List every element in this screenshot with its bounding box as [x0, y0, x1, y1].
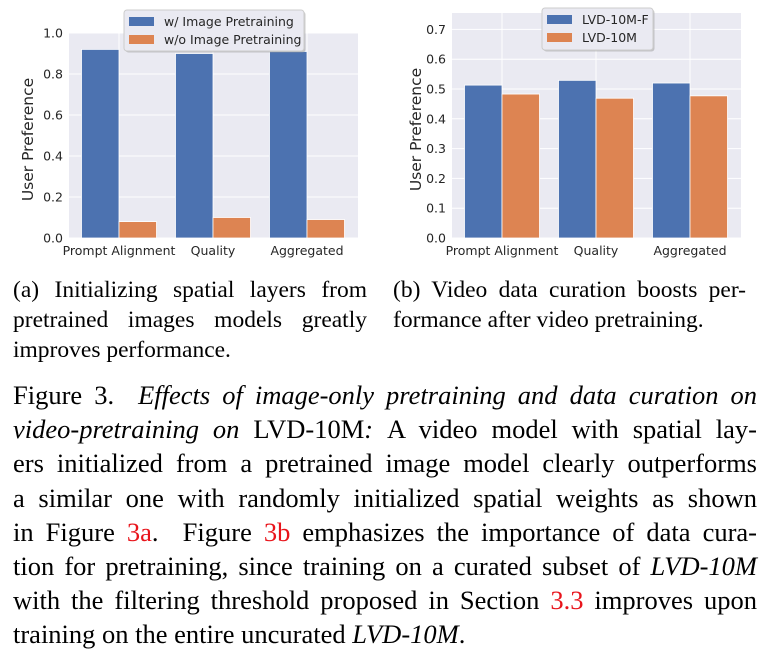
- caption-text: training on the entire uncurated: [13, 619, 353, 650]
- x-tick-label: Aggregated: [653, 243, 726, 258]
- bar-w-image-pretraining: [175, 53, 214, 239]
- caption-text: with the filtering threshold proposed in…: [13, 585, 551, 616]
- caption-line: a similar one with randomly initialized …: [13, 481, 757, 515]
- bar-w-o-image-pretraining: [118, 221, 157, 239]
- caption-text: Effects of image-only pretraining and da…: [138, 380, 757, 410]
- caption-text: a similar one with randomly initialized …: [13, 482, 757, 513]
- subcaption-line: (a) Initializing spatial layers from: [13, 277, 367, 303]
- x-tick-label: Quality: [191, 243, 236, 258]
- subcaption-b: (b) Video data curation boosts per-forma…: [393, 275, 746, 335]
- caption-text: :: [364, 414, 388, 445]
- y-tick-label: 0.5: [426, 81, 446, 96]
- subcaption-line: improves performance.: [13, 337, 231, 363]
- y-tick-label: 0.2: [426, 171, 446, 186]
- legend: LVD-10M-F LVD-10M: [541, 7, 655, 52]
- bar-w-o-image-pretraining: [212, 217, 251, 239]
- y-tick-label: 0.0: [43, 231, 63, 246]
- y-tick-label: 0.1: [426, 201, 446, 216]
- caption-line: video-pretraining on LVD-10M: A video mo…: [13, 412, 757, 446]
- bar-lvd-10m-f: [652, 82, 691, 239]
- subcaption-line: (b) Video data curation boosts per-: [393, 277, 746, 303]
- y-tick-label: 1.0: [43, 26, 63, 41]
- bar-w-image-pretraining: [81, 49, 120, 239]
- bar-lvd-10m-f: [464, 84, 503, 239]
- x-tick-label: Prompt Alignment: [446, 243, 559, 258]
- caption-line: ers initialized from a pretrained image …: [13, 446, 757, 480]
- x-tick-label: Quality: [574, 243, 619, 258]
- y-tick-label: 0.6: [43, 108, 63, 123]
- caption-text: LVD-10M: [253, 414, 365, 445]
- caption-line: with the filtering threshold proposed in…: [13, 583, 757, 617]
- caption-text: video-pretraining on: [13, 414, 254, 445]
- y-tick-label: 0.7: [426, 22, 446, 37]
- legend-swatch: [547, 15, 572, 24]
- x-tick-label: Aggregated: [270, 243, 343, 258]
- legend-swatch: [547, 33, 572, 42]
- bar-lvd-10m: [595, 97, 634, 239]
- y-tick-label: 0.2: [43, 190, 63, 205]
- y-axis-label: User Preference: [407, 68, 425, 191]
- y-tick-label: 0.4: [43, 149, 63, 164]
- caption-text: improves upon: [583, 585, 758, 616]
- caption-text: LVD-10M: [650, 551, 757, 582]
- subcaption-a: (a) Initializing spatial layers from pret…: [13, 275, 367, 365]
- caption-text: . Figure: [151, 516, 264, 547]
- caption-text: .: [458, 619, 466, 650]
- reference-link[interactable]: 3.3: [550, 585, 584, 616]
- chart-b: 0.0 0.1 0.2 0.3 0.4 0.5 0.6 0.7 Prompt Alignment…: [407, 7, 741, 258]
- caption-text: Figure 3.: [13, 380, 139, 410]
- y-tick-label: 0.8: [43, 67, 63, 82]
- reference-link[interactable]: 3b: [263, 516, 291, 547]
- legend: w/ Image Pretraining w/o Image Pretrainin…: [123, 9, 306, 53]
- y-tick-label: 0.4: [426, 111, 446, 126]
- legend-box: [123, 9, 305, 52]
- caption-text: in Figure: [13, 516, 127, 547]
- caption-line: training on the entire uncurated LVD-10M…: [13, 617, 757, 651]
- bar-w-image-pretraining: [269, 51, 308, 239]
- chart-a: 0.0 0.2 0.4 0.6 0.8 1.0 Prompt Alignment Qualit…: [19, 9, 358, 258]
- y-axis-label: User Preference: [19, 78, 37, 201]
- bar-lvd-10m-f: [558, 79, 597, 239]
- caption-text: emphasizes the importance of data cura-: [290, 516, 758, 547]
- figure-charts: 0.0 0.2 0.4 0.6 0.8 1.0 Prompt Alignment Qualit…: [19, 7, 741, 258]
- legend-swatch: [129, 17, 154, 26]
- caption-text: LVD-10M: [352, 619, 459, 650]
- bar-lvd-10m: [689, 95, 728, 239]
- legend-label: LVD-10M-F: [582, 12, 649, 27]
- legend-label: w/ Image Pretraining: [164, 14, 294, 29]
- x-tick-label: Prompt Alignment: [63, 243, 176, 258]
- legend-label: LVD-10M: [582, 30, 637, 45]
- caption-line: in Figure 3a. Figure 3b emphasizes the i…: [13, 515, 757, 549]
- legend-swatch: [129, 35, 154, 44]
- bar-w-o-image-pretraining: [306, 219, 345, 239]
- y-tick-label: 0.0: [426, 231, 446, 246]
- subcaption-line: formance after video pretraining.: [393, 307, 704, 333]
- y-tick-label: 0.6: [426, 52, 446, 67]
- caption-text: tion for pretraining, since training on …: [13, 551, 651, 582]
- caption-text: A video model with spatial lay-: [387, 414, 758, 445]
- figure-caption: Figure 3. Effects of image-only pretrain…: [13, 378, 757, 652]
- caption-line: Figure 3. Effects of image-only pretrain…: [13, 378, 757, 412]
- reference-link[interactable]: 3a: [126, 516, 152, 547]
- y-tick-label: 0.3: [426, 141, 446, 156]
- caption-line: tion for pretraining, since training on …: [13, 549, 757, 583]
- legend-label: w/o Image Pretraining: [164, 32, 301, 47]
- bar-lvd-10m: [501, 93, 540, 239]
- caption-text: ers initialized from a pretrained image …: [13, 448, 757, 479]
- subcaption-line: pretrained images models greatly: [13, 307, 367, 333]
